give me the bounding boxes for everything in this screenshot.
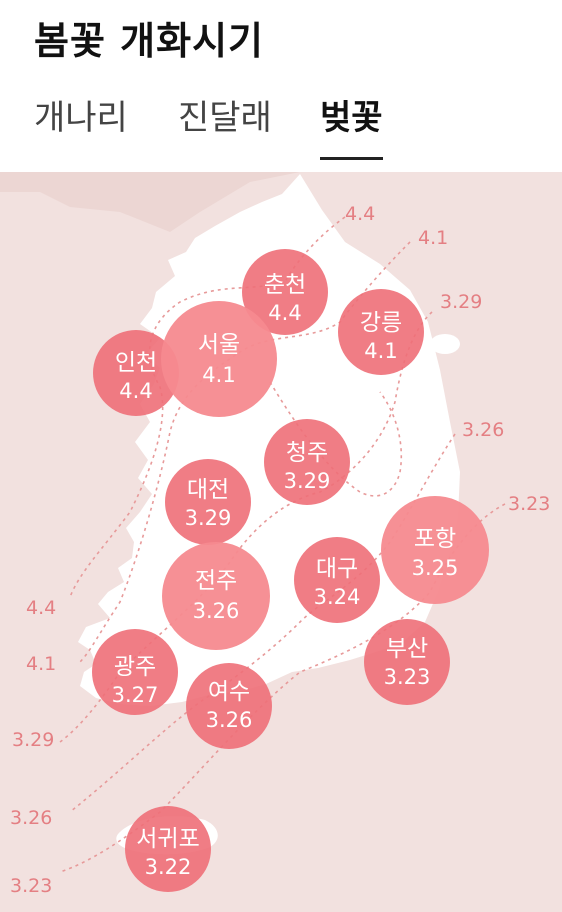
tab-cherry-blossom[interactable]: 벚꽃 [320,90,383,160]
city-name: 서울 [198,332,240,358]
north-landmass [0,172,300,232]
city-seogwipo[interactable]: 서귀포 3.22 [125,806,211,892]
iso-label-west-2: 3.29 [12,729,54,751]
city-name: 대구 [316,556,358,582]
city-date: 3.22 [145,855,192,879]
city-date: 4.1 [364,339,397,363]
city-date: 3.24 [314,585,361,609]
city-incheon[interactable]: 인천 4.4 [93,330,179,416]
map-svg: 4.4 4.1 3.29 3.26 3.23 4.4 4.1 3.29 3.26… [0,172,562,912]
city-name: 서귀포 [136,826,199,852]
city-daejeon[interactable]: 대전 3.29 [165,459,251,545]
city-pohang[interactable]: 포항 3.25 [381,496,489,604]
city-bubble [125,806,211,892]
city-name: 부산 [386,636,428,662]
city-date: 3.29 [185,506,232,530]
city-date: 3.23 [384,665,431,689]
city-bubble [165,459,251,545]
isoline-labels-east: 4.4 4.1 3.29 3.26 3.23 [345,203,550,515]
flower-tabs: 개나리 진달래 벚꽃 [0,90,562,172]
city-name: 강릉 [360,310,402,336]
city-date: 3.26 [193,599,240,623]
city-date: 4.1 [202,363,235,387]
city-name: 춘천 [264,272,306,298]
city-name: 대전 [187,477,229,503]
ulleung-island [430,334,460,354]
city-name: 포항 [414,526,456,552]
iso-label-east-1: 4.1 [418,227,448,249]
iso-label-west-4: 3.23 [10,875,52,897]
city-date: 3.27 [112,683,159,707]
iso-label-west-3: 3.26 [10,807,52,829]
city-seoul[interactable]: 서울 4.1 [161,301,277,417]
isoline-3-26 [69,433,456,813]
iso-label-east-3: 3.26 [462,419,504,441]
city-bubble [381,496,489,604]
iso-label-east-2: 3.29 [440,291,482,313]
tab-forsythia[interactable]: 개나리 [34,98,128,138]
city-jeonju[interactable]: 전주 3.26 [162,542,270,650]
city-chuncheon[interactable]: 춘천 4.4 [242,249,328,335]
city-bubble [364,619,450,705]
city-bubble [242,249,328,335]
city-bubble [338,289,424,375]
city-yeosu[interactable]: 여수 3.26 [186,663,272,749]
city-date: 4.4 [119,379,152,403]
tab-azalea[interactable]: 진달래 [178,98,272,138]
city-name: 인천 [115,350,157,376]
city-name: 광주 [114,654,156,680]
city-bubble [294,537,380,623]
bloom-map: 4.4 4.1 3.29 3.26 3.23 4.4 4.1 3.29 3.26… [0,172,562,912]
city-bubble [264,419,350,505]
city-bubbles: 춘천 4.4 강릉 4.1 인천 4.4 서울 4.1 청주 3.29 [92,249,489,892]
city-bubble [93,330,179,416]
page-title: 봄꽃 개화시기 [34,19,264,63]
page-header: 봄꽃 개화시기 개나리 진달래 벚꽃 [0,0,562,172]
city-bubble [186,663,272,749]
city-name: 청주 [286,440,328,466]
iso-label-west-1: 4.1 [26,653,56,675]
city-bubble [92,629,178,715]
iso-label-west-0: 4.4 [26,597,56,619]
city-cheongju[interactable]: 청주 3.29 [264,419,350,505]
city-date: 3.29 [284,469,331,493]
iso-label-east-0: 4.4 [345,203,375,225]
city-busan[interactable]: 부산 3.23 [364,619,450,705]
isoline-labels-west: 4.4 4.1 3.29 3.26 3.23 [10,597,56,897]
iso-label-east-4: 3.23 [508,493,550,515]
city-bubble [161,301,277,417]
city-gangneung[interactable]: 강릉 4.1 [338,289,424,375]
city-date: 3.26 [206,708,253,732]
city-name: 여수 [208,679,250,705]
city-name: 전주 [195,568,237,594]
city-gwangju[interactable]: 광주 3.27 [92,629,178,715]
city-date: 3.25 [412,556,459,580]
city-bubble [162,542,270,650]
city-date: 4.4 [268,301,301,325]
city-daegu[interactable]: 대구 3.24 [294,537,380,623]
